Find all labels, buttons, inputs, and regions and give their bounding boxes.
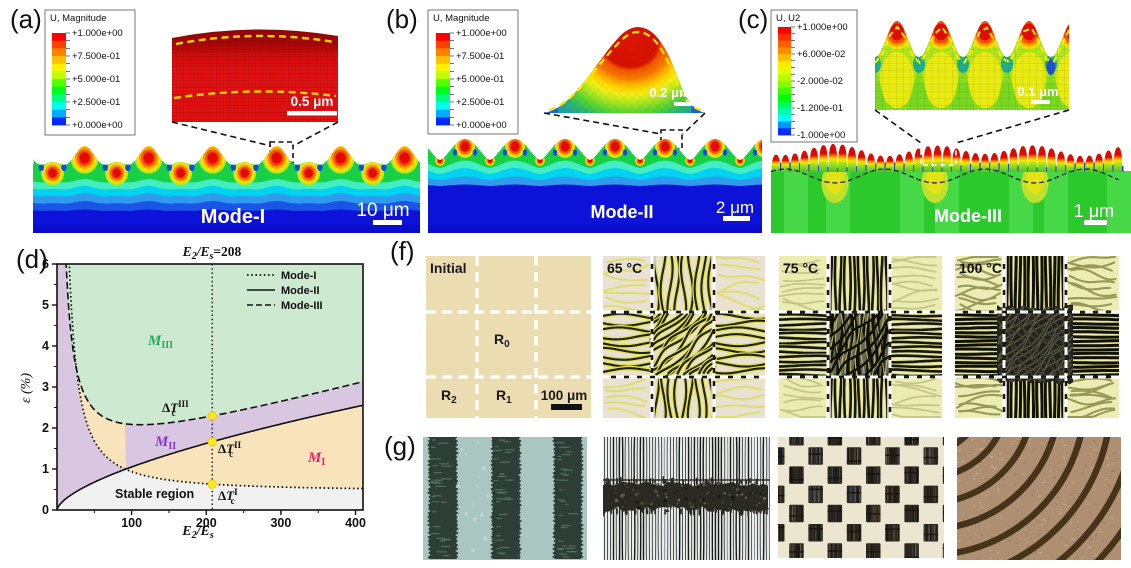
svg-text:400: 400 <box>345 516 366 530</box>
svg-text:(d): (d) <box>16 244 48 274</box>
svg-text:-1.000e+00: -1.000e+00 <box>797 130 845 141</box>
svg-text:2 μm: 2 μm <box>716 198 754 217</box>
svg-text:(g): (g) <box>384 431 416 461</box>
svg-text:+7.500e-01: +7.500e-01 <box>72 51 120 62</box>
svg-text:0.2 μm: 0.2 μm <box>649 85 690 100</box>
svg-text:Mode-III: Mode-III <box>934 206 1002 226</box>
svg-text:3: 3 <box>42 380 49 394</box>
svg-text:Stable region: Stable region <box>115 487 194 501</box>
svg-text:MI: MI <box>307 450 325 468</box>
svg-text:300: 300 <box>270 516 291 530</box>
svg-text:2: 2 <box>42 421 49 435</box>
svg-text:4: 4 <box>42 339 49 353</box>
svg-text:U, U2: U, U2 <box>776 13 800 24</box>
svg-text:Mode-I: Mode-I <box>281 270 316 282</box>
svg-text:+0.000e+00: +0.000e+00 <box>456 120 507 131</box>
svg-text:5: 5 <box>42 298 49 312</box>
svg-text:U, Magnitude: U, Magnitude <box>433 13 490 24</box>
svg-text:Mode-I: Mode-I <box>201 206 265 228</box>
svg-text:U, Magnitude: U, Magnitude <box>50 13 107 24</box>
svg-text:-2.000e-02: -2.000e-02 <box>797 76 843 87</box>
svg-text:Mode-II: Mode-II <box>281 285 320 297</box>
svg-text:100 μm: 100 μm <box>541 388 588 403</box>
svg-text:200: 200 <box>196 516 217 530</box>
svg-text:1: 1 <box>42 462 49 476</box>
svg-text:0.1 μm: 0.1 μm <box>1017 84 1058 99</box>
svg-text:1 μm: 1 μm <box>1074 201 1114 221</box>
svg-text:(b): (b) <box>386 4 418 34</box>
svg-text:+1.000e+00: +1.000e+00 <box>797 22 848 33</box>
svg-text:100: 100 <box>121 516 142 530</box>
svg-text:Mode-II: Mode-II <box>591 202 654 222</box>
svg-text:75 °C: 75 °C <box>783 260 818 276</box>
svg-text:+1.000e+00: +1.000e+00 <box>72 28 123 39</box>
svg-text:(c): (c) <box>738 4 768 34</box>
svg-text:+5.000e-01: +5.000e-01 <box>456 74 504 85</box>
svg-text:Initial: Initial <box>430 260 467 276</box>
svg-text:+1.000e+00: +1.000e+00 <box>456 28 507 39</box>
svg-text:100 °C: 100 °C <box>959 260 1002 276</box>
svg-text:ε (%): ε (%) <box>19 373 34 403</box>
svg-text:+2.500e-01: +2.500e-01 <box>72 97 120 108</box>
svg-text:(f): (f) <box>390 236 415 266</box>
svg-text:0.5 μm: 0.5 μm <box>291 94 334 109</box>
svg-text:0: 0 <box>42 503 49 517</box>
svg-text:+5.000e-01: +5.000e-01 <box>72 74 120 85</box>
svg-text:(a): (a) <box>10 4 42 34</box>
svg-text:10 μm: 10 μm <box>356 200 409 221</box>
svg-text:-1.200e-01: -1.200e-01 <box>797 103 843 114</box>
svg-text:+0.000e+00: +0.000e+00 <box>72 120 123 131</box>
svg-text:Mode-III: Mode-III <box>281 300 323 312</box>
svg-text:65 °C: 65 °C <box>607 260 642 276</box>
svg-text:E2/Es: E2/Es <box>181 524 214 541</box>
svg-text:E2/Es=208: E2/Es=208 <box>182 244 242 262</box>
svg-text:+7.500e-01: +7.500e-01 <box>456 51 504 62</box>
svg-text:+2.500e-01: +2.500e-01 <box>456 97 504 108</box>
svg-text:+6.000e-02: +6.000e-02 <box>797 49 845 60</box>
svg-text:6: 6 <box>42 257 49 271</box>
